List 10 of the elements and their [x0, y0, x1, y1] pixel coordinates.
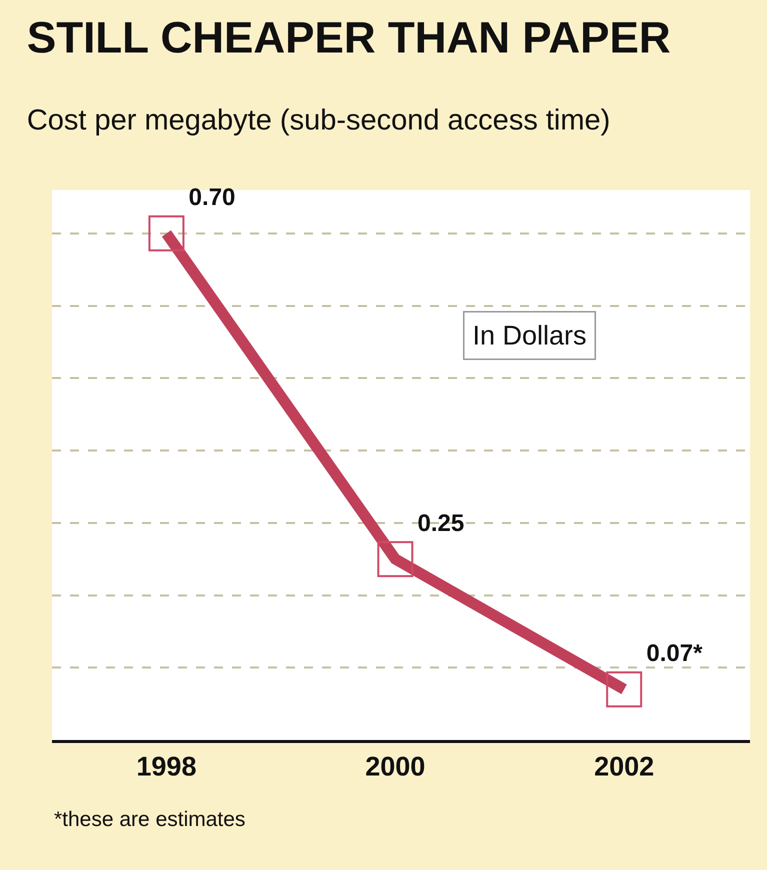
- text: *these are estimates: [54, 808, 246, 831]
- chart-subtitle: Cost per megabyte (sub-second access time): [26, 104, 610, 136]
- x-tick-label: 2002: [594, 751, 654, 782]
- data-label: 0.25: [418, 510, 464, 537]
- annotation: In Dollars: [472, 320, 587, 350]
- x-tick-label: 1998: [136, 751, 196, 782]
- data-label: 0.70: [188, 184, 236, 212]
- chart-title: STILL CHEAPER THAN PAPER: [26, 14, 671, 63]
- x-tick-label: 2000: [365, 751, 426, 782]
- data-label: 0.07*: [646, 640, 704, 668]
